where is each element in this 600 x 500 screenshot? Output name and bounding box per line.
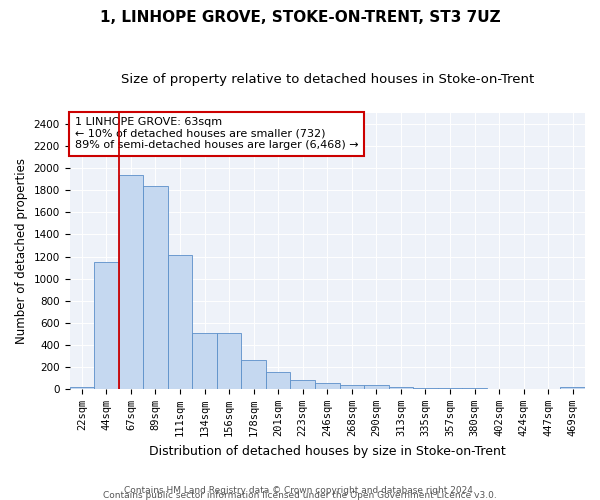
Text: 1, LINHOPE GROVE, STOKE-ON-TRENT, ST3 7UZ: 1, LINHOPE GROVE, STOKE-ON-TRENT, ST3 7U… xyxy=(100,10,500,25)
Bar xyxy=(241,360,266,389)
Bar xyxy=(70,386,94,389)
Text: 1 LINHOPE GROVE: 63sqm
← 10% of detached houses are smaller (732)
89% of semi-de: 1 LINHOPE GROVE: 63sqm ← 10% of detached… xyxy=(74,117,358,150)
Text: Contains HM Land Registry data © Crown copyright and database right 2024.: Contains HM Land Registry data © Crown c… xyxy=(124,486,476,495)
Title: Size of property relative to detached houses in Stoke-on-Trent: Size of property relative to detached ho… xyxy=(121,72,534,86)
Bar xyxy=(94,262,119,389)
Bar xyxy=(217,333,241,389)
Bar xyxy=(340,385,364,389)
Bar xyxy=(143,186,168,389)
Bar xyxy=(438,388,462,389)
Bar xyxy=(315,383,340,389)
Y-axis label: Number of detached properties: Number of detached properties xyxy=(15,158,28,344)
Bar xyxy=(168,256,192,389)
Bar xyxy=(462,388,487,389)
Bar xyxy=(413,388,438,389)
Bar xyxy=(290,380,315,389)
Bar xyxy=(364,385,389,389)
Bar xyxy=(389,386,413,389)
Bar xyxy=(266,372,290,389)
Bar xyxy=(119,175,143,389)
Text: Contains public sector information licensed under the Open Government Licence v3: Contains public sector information licen… xyxy=(103,490,497,500)
X-axis label: Distribution of detached houses by size in Stoke-on-Trent: Distribution of detached houses by size … xyxy=(149,444,506,458)
Bar xyxy=(560,388,585,389)
Bar xyxy=(192,333,217,389)
